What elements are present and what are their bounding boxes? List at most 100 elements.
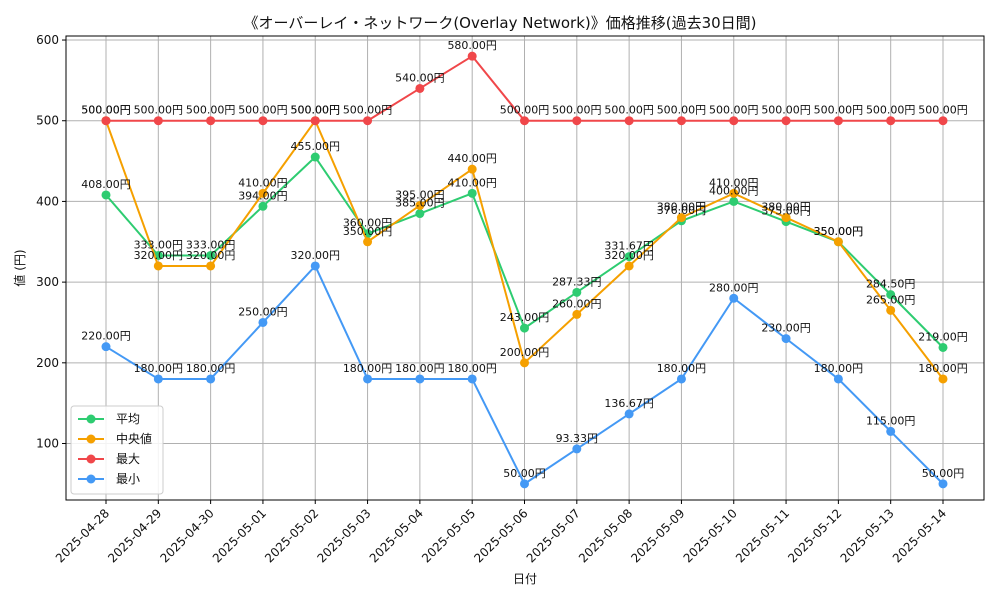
data-label: 333.00円	[134, 238, 184, 251]
data-label: 284.50円	[866, 278, 916, 291]
data-label: 320.00円	[604, 249, 654, 262]
data-label: 580.00円	[447, 39, 497, 52]
data-point	[310, 261, 320, 271]
data-point	[363, 116, 373, 126]
y-tick-label: 200	[36, 356, 59, 370]
data-label: 50.00円	[922, 467, 965, 480]
data-label: 500.00円	[657, 104, 707, 117]
data-point	[886, 305, 896, 315]
data-label: 350.00円	[814, 225, 864, 238]
data-point	[467, 374, 477, 384]
data-point	[624, 409, 634, 419]
series-group	[101, 51, 948, 489]
data-point	[886, 290, 896, 300]
x-tick-label: 2025-05-03	[314, 506, 373, 565]
data-point	[415, 374, 425, 384]
x-tick-label: 2025-04-29	[105, 506, 164, 565]
data-point	[729, 188, 739, 198]
data-point	[833, 374, 843, 384]
legend-swatch-marker	[86, 454, 96, 464]
data-point	[572, 309, 582, 319]
data-label: 500.00円	[186, 104, 236, 117]
legend-label: 最大	[116, 452, 140, 466]
x-tick-label: 2025-05-04	[367, 506, 426, 565]
data-label: 219.00円	[918, 330, 968, 343]
data-label: 395.00円	[395, 188, 445, 201]
x-tick-label: 2025-05-11	[733, 506, 792, 565]
data-point	[729, 116, 739, 126]
data-label: 410.00円	[709, 176, 759, 189]
data-label: 500.00円	[291, 104, 341, 117]
data-point	[310, 116, 320, 126]
x-tick-label: 2025-05-12	[785, 506, 844, 565]
data-label: 410.00円	[447, 176, 497, 189]
legend-label: 平均	[116, 412, 140, 426]
x-tick-label: 2025-05-13	[838, 506, 897, 565]
data-point	[206, 116, 216, 126]
data-point	[467, 188, 477, 198]
x-tick-label: 2025-04-30	[158, 506, 217, 565]
y-tick-label: 400	[36, 194, 59, 208]
data-label: 180.00円	[814, 362, 864, 375]
data-label: 180.00円	[186, 362, 236, 375]
data-point	[520, 479, 529, 489]
data-point	[572, 116, 582, 126]
y-tick-label: 100	[36, 437, 59, 451]
data-point	[833, 237, 843, 247]
data-label: 500.00円	[918, 104, 968, 117]
y-tick-label: 300	[36, 275, 59, 289]
data-point	[258, 188, 268, 198]
data-point	[206, 374, 216, 384]
data-label: 408.00円	[81, 178, 131, 191]
x-tick-label: 2025-04-28	[53, 506, 112, 565]
data-point	[572, 444, 582, 454]
y-axis-label: 値 (円)	[12, 249, 27, 286]
x-tick-label: 2025-05-08	[576, 506, 635, 565]
data-label: 320.00円	[134, 249, 184, 262]
data-point	[886, 426, 896, 436]
data-label: 320.00円	[291, 249, 341, 262]
data-point	[101, 342, 111, 352]
data-label: 500.00円	[81, 104, 131, 117]
data-label: 500.00円	[238, 104, 288, 117]
y-tick-label: 500	[36, 114, 59, 128]
data-point	[729, 293, 739, 303]
data-label: 380.00円	[657, 201, 707, 214]
data-point	[415, 83, 425, 93]
data-point	[520, 323, 529, 333]
data-label: 500.00円	[500, 104, 550, 117]
grid	[66, 36, 984, 500]
data-point	[624, 261, 634, 271]
data-point	[363, 374, 373, 384]
data-point	[467, 51, 477, 61]
data-label: 500.00円	[709, 104, 759, 117]
data-point	[833, 116, 843, 126]
data-point	[938, 116, 948, 126]
x-tick-label: 2025-05-05	[419, 506, 478, 565]
data-label: 265.00円	[866, 293, 916, 306]
data-label: 500.00円	[552, 104, 602, 117]
data-label: 287.33円	[552, 275, 602, 288]
data-label: 180.00円	[395, 362, 445, 375]
x-axis: 2025-04-282025-04-292025-04-302025-05-01…	[53, 500, 949, 565]
data-label: 500.00円	[604, 104, 654, 117]
data-label: 500.00円	[761, 104, 811, 117]
data-label: 180.00円	[657, 362, 707, 375]
data-point	[520, 358, 529, 368]
data-label: 350.00円	[343, 225, 393, 238]
data-point	[938, 374, 948, 384]
data-label: 375.00円	[761, 205, 811, 218]
data-label: 376.00円	[657, 204, 707, 217]
data-point	[101, 190, 111, 200]
data-label: 440.00円	[447, 152, 497, 165]
data-label: 243.00円	[500, 311, 550, 324]
data-point	[206, 250, 216, 260]
data-label: 333.00円	[186, 238, 236, 251]
x-axis-label: 日付	[513, 572, 537, 586]
data-label: 50.00円	[503, 467, 546, 480]
legend-box	[70, 405, 164, 495]
data-labels: 408.00円 333.00円 333.00円 394.00円 455.00円 360.0…	[81, 39, 968, 480]
